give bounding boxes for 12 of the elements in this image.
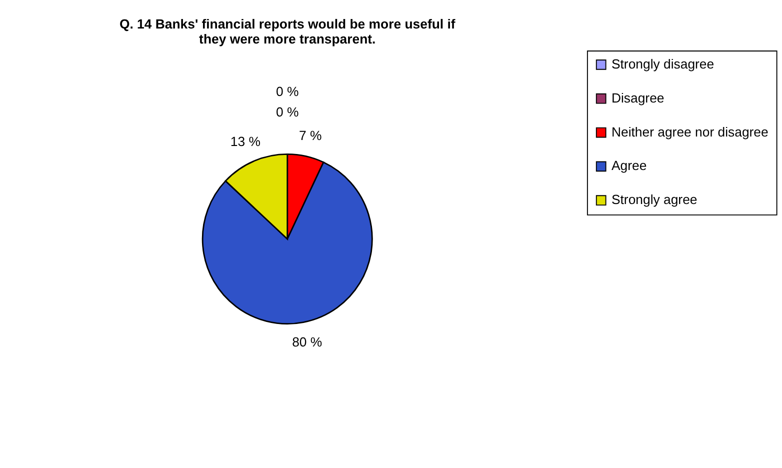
legend-label: Disagree (611, 90, 664, 106)
data-label: 13 % (230, 134, 261, 149)
legend-label: Strongly disagree (611, 56, 714, 72)
text: Q. 14 Banks' financial reports would be more useful if (119, 16, 456, 32)
legend-label: Strongly agree (611, 192, 698, 208)
data-label: 80 % (292, 334, 322, 350)
legend-label: Agree (611, 158, 647, 174)
text: 0 % (276, 104, 299, 120)
data-label: 7 % (299, 128, 322, 143)
text: 0 % (276, 84, 299, 99)
text: they were more transparent. (199, 31, 376, 46)
legend-label: Neither agree nor disagree (611, 124, 768, 140)
